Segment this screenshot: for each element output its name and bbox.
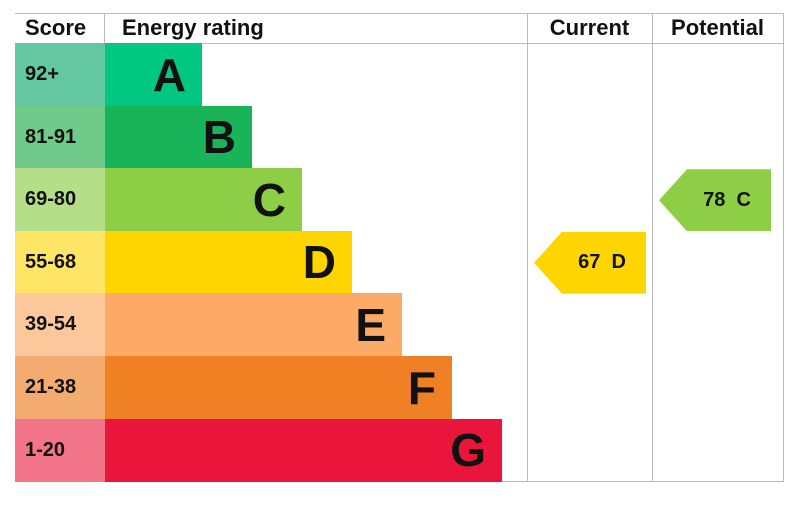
current-rating-arrow: 67 D	[534, 231, 646, 294]
score-range-D: 55-68	[15, 230, 105, 294]
header-energy-rating: Energy rating	[122, 15, 264, 40]
header-potential: Potential	[671, 15, 764, 40]
divider-score	[104, 13, 105, 43]
border-top	[15, 13, 783, 14]
divider-current	[527, 13, 528, 482]
score-range-B: 81-91	[15, 105, 105, 169]
rating-bar-E: E	[105, 293, 402, 357]
rating-bar-B: B	[105, 105, 252, 169]
score-range-A: 92+	[15, 43, 105, 106]
header-current: Current	[549, 15, 630, 40]
rating-bar-F: F	[105, 356, 452, 419]
score-range-C: 69-80	[15, 168, 105, 232]
divider-potential	[652, 13, 653, 482]
rating-bar-A: A	[105, 43, 202, 106]
rating-bar-G: G	[105, 418, 502, 482]
score-range-G: 1-20	[15, 418, 105, 482]
rating-bar-D: D	[105, 230, 352, 294]
header-score: Score	[25, 15, 87, 40]
rating-bar-C: C	[105, 168, 302, 232]
border-right	[783, 13, 784, 482]
header-divider	[15, 43, 783, 44]
potential-rating-arrow: 78 C	[659, 169, 771, 232]
score-range-F: 21-38	[15, 356, 105, 419]
score-range-E: 39-54	[15, 293, 105, 357]
